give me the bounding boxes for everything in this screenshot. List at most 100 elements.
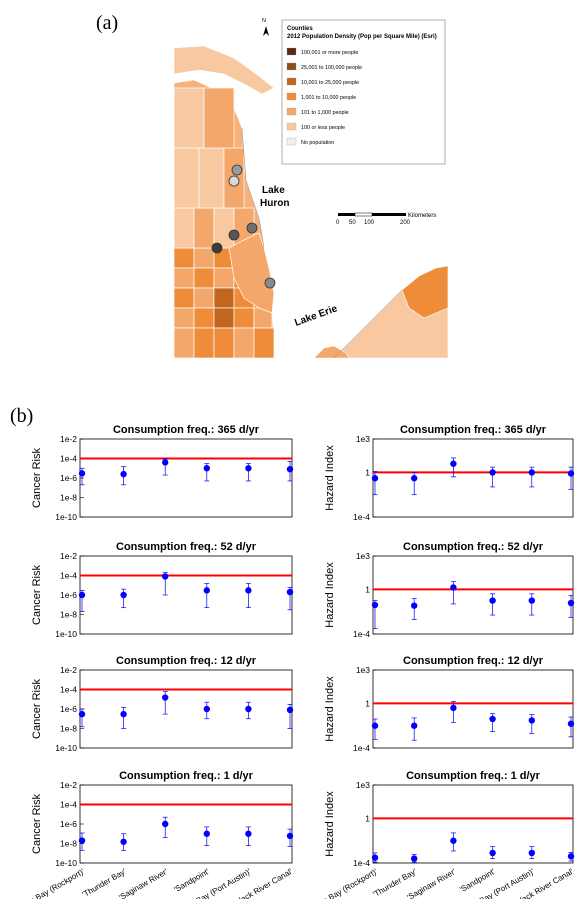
sampling-sites — [211, 164, 276, 289]
legend-swatch — [286, 137, 297, 146]
y-tick-label: 1e-2 — [60, 780, 77, 790]
y-tick-label: 1e-4 — [60, 800, 77, 810]
y-axis-label: Hazard Index — [324, 791, 336, 857]
data-point — [162, 573, 169, 580]
y-tick-label: 1e-10 — [55, 629, 77, 639]
data-point — [203, 587, 210, 594]
lake-erie-label: Lake Erie — [293, 303, 339, 329]
legend-swatch — [286, 122, 297, 131]
legend-swatch — [286, 62, 297, 71]
map-thumb — [228, 232, 275, 314]
panel-b-label: (b) — [10, 405, 34, 427]
data-point — [528, 717, 535, 724]
data-point — [371, 722, 379, 729]
y-tick-label: 1e-4 — [60, 571, 77, 581]
map-legend: Counties 2012 Population Density (Pop pe… — [281, 19, 446, 165]
y-tick-label: 1e-2 — [60, 434, 77, 444]
legend-title-density: 2012 Population Density (Pop per Square … — [287, 34, 437, 40]
data-point — [371, 601, 379, 609]
data-point — [528, 469, 535, 476]
y-tick-label: 1 — [365, 813, 370, 823]
data-point — [450, 584, 457, 591]
data-point — [489, 597, 496, 604]
y-tick-label: 1 — [365, 698, 370, 708]
data-point — [528, 597, 535, 604]
data-point — [162, 694, 169, 701]
data-point — [567, 720, 575, 727]
sampling-site-marker — [211, 242, 223, 254]
y-tick-label: 1 — [365, 584, 370, 594]
chart-panel: Consumption freq.: 12 d/yr 1e3 1 1e-4 Hazard… — [324, 655, 575, 753]
legend-swatch — [286, 77, 297, 86]
y-tick-label: 1e-4 — [353, 512, 370, 522]
data-point — [162, 459, 169, 466]
x-tick-label: 'Lincoln Bay (Rockport)' — [302, 867, 380, 899]
data-point — [411, 475, 418, 482]
chart-title: Consumption freq.: 365 d/yr — [113, 424, 260, 436]
plot-frame — [372, 784, 574, 864]
sampling-site-marker — [228, 229, 240, 241]
data-point — [245, 705, 252, 713]
chart-title: Consumption freq.: 12 d/yr — [116, 655, 257, 667]
data-point — [120, 591, 127, 599]
data-point — [78, 591, 86, 599]
y-tick-label: 1e-6 — [60, 704, 77, 714]
data-point — [450, 704, 457, 712]
plot-frame — [79, 784, 293, 864]
y-tick-label: 1e-2 — [60, 665, 77, 675]
data-point — [489, 469, 496, 476]
legend-item-label: No population — [301, 140, 334, 146]
data-point — [203, 465, 210, 472]
legend-item-label: 101 to 1,000 people — [301, 110, 349, 116]
data-point — [120, 710, 127, 718]
legend-item-label: 25,001 to 100,000 people — [301, 65, 362, 71]
y-tick-label: 1e3 — [356, 665, 370, 675]
population-density-map: N Counties 2012 Population Density (Pop … — [174, 8, 448, 358]
risk-charts-canvas: Consumption freq.: 365 d/yr 1e-2 1e-4 1e-6 1… — [9, 424, 576, 899]
chart-title: Consumption freq.: 52 d/yr — [403, 541, 544, 553]
y-axis-label: Cancer Risk — [31, 794, 43, 854]
y-tick-label: 1 — [365, 467, 370, 477]
data-point — [203, 830, 210, 837]
data-point — [245, 830, 252, 837]
y-axis-label: Hazard Index — [324, 562, 336, 628]
y-axis-label: Hazard Index — [324, 445, 336, 511]
chart-title: Consumption freq.: 52 d/yr — [116, 541, 257, 553]
y-tick-label: 1e3 — [356, 434, 370, 444]
chart-title: Consumption freq.: 365 d/yr — [400, 424, 547, 436]
legend-swatch — [286, 107, 297, 116]
y-tick-label: 1e-10 — [55, 743, 77, 753]
chart-panel: Consumption freq.: 1 d/yr 1e3 1 1e-4 Hazard … — [302, 770, 576, 899]
plot-frame — [79, 438, 293, 518]
legend-item-label: 100 or less people — [301, 125, 345, 131]
data-point — [450, 460, 457, 467]
chart-panel: Consumption freq.: 365 d/yr 1e3 1 1e-4 Hazar… — [324, 424, 575, 522]
y-axis-label: Cancer Risk — [31, 679, 43, 739]
y-tick-label: 1e-8 — [60, 493, 77, 503]
map-land-ontario-dense — [401, 265, 448, 319]
y-tick-label: 1e-8 — [60, 724, 77, 734]
y-tick-label: 1e3 — [356, 780, 370, 790]
data-point — [567, 470, 575, 477]
chart-panel: Consumption freq.: 52 d/yr 1e3 1 1e-4 Hazard… — [324, 541, 575, 639]
legend-item-label: 100,001 or more people — [301, 50, 358, 56]
plot-frame — [372, 438, 574, 518]
data-point — [286, 832, 294, 840]
y-axis-label: Hazard Index — [324, 676, 336, 742]
legend-item-label: 1,001 to 10,000 people — [301, 95, 356, 101]
y-tick-label: 1e-4 — [353, 858, 370, 868]
y-tick-label: 1e-10 — [55, 858, 77, 868]
sampling-site-marker — [228, 175, 240, 187]
y-tick-label: 1e-4 — [60, 454, 77, 464]
north-arrow-icon — [263, 26, 269, 36]
lake-huron-label-1: Lake — [262, 185, 285, 196]
legend-swatch — [286, 47, 297, 56]
y-axis-label: Cancer Risk — [31, 565, 43, 625]
data-point — [78, 710, 86, 718]
data-point — [567, 599, 575, 607]
y-tick-label: 1e-10 — [55, 512, 77, 522]
data-point — [371, 475, 379, 482]
data-point — [78, 470, 86, 477]
scale-bar: Kilometers 0 50 100 200 — [336, 212, 436, 226]
data-point — [203, 705, 210, 713]
